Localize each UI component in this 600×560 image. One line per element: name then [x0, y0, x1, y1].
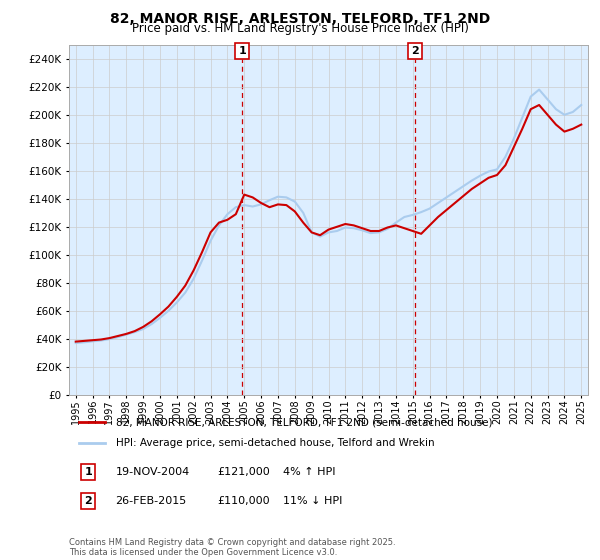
- Text: HPI: Average price, semi-detached house, Telford and Wrekin: HPI: Average price, semi-detached house,…: [116, 438, 434, 448]
- Text: 1: 1: [238, 46, 246, 56]
- Text: 26-FEB-2015: 26-FEB-2015: [115, 496, 187, 506]
- Text: 4% ↑ HPI: 4% ↑ HPI: [283, 467, 336, 477]
- Text: £110,000: £110,000: [217, 496, 270, 506]
- Text: 19-NOV-2004: 19-NOV-2004: [115, 467, 190, 477]
- Text: 1: 1: [85, 467, 92, 477]
- Text: 2: 2: [85, 496, 92, 506]
- Text: 2: 2: [411, 46, 419, 56]
- Text: 82, MANOR RISE, ARLESTON, TELFORD, TF1 2ND: 82, MANOR RISE, ARLESTON, TELFORD, TF1 2…: [110, 12, 490, 26]
- Text: Price paid vs. HM Land Registry's House Price Index (HPI): Price paid vs. HM Land Registry's House …: [131, 22, 469, 35]
- Text: 82, MANOR RISE, ARLESTON, TELFORD, TF1 2ND (semi-detached house): 82, MANOR RISE, ARLESTON, TELFORD, TF1 2…: [116, 417, 492, 427]
- Text: Contains HM Land Registry data © Crown copyright and database right 2025.
This d: Contains HM Land Registry data © Crown c…: [69, 538, 395, 557]
- Text: 11% ↓ HPI: 11% ↓ HPI: [283, 496, 343, 506]
- Text: £121,000: £121,000: [217, 467, 270, 477]
